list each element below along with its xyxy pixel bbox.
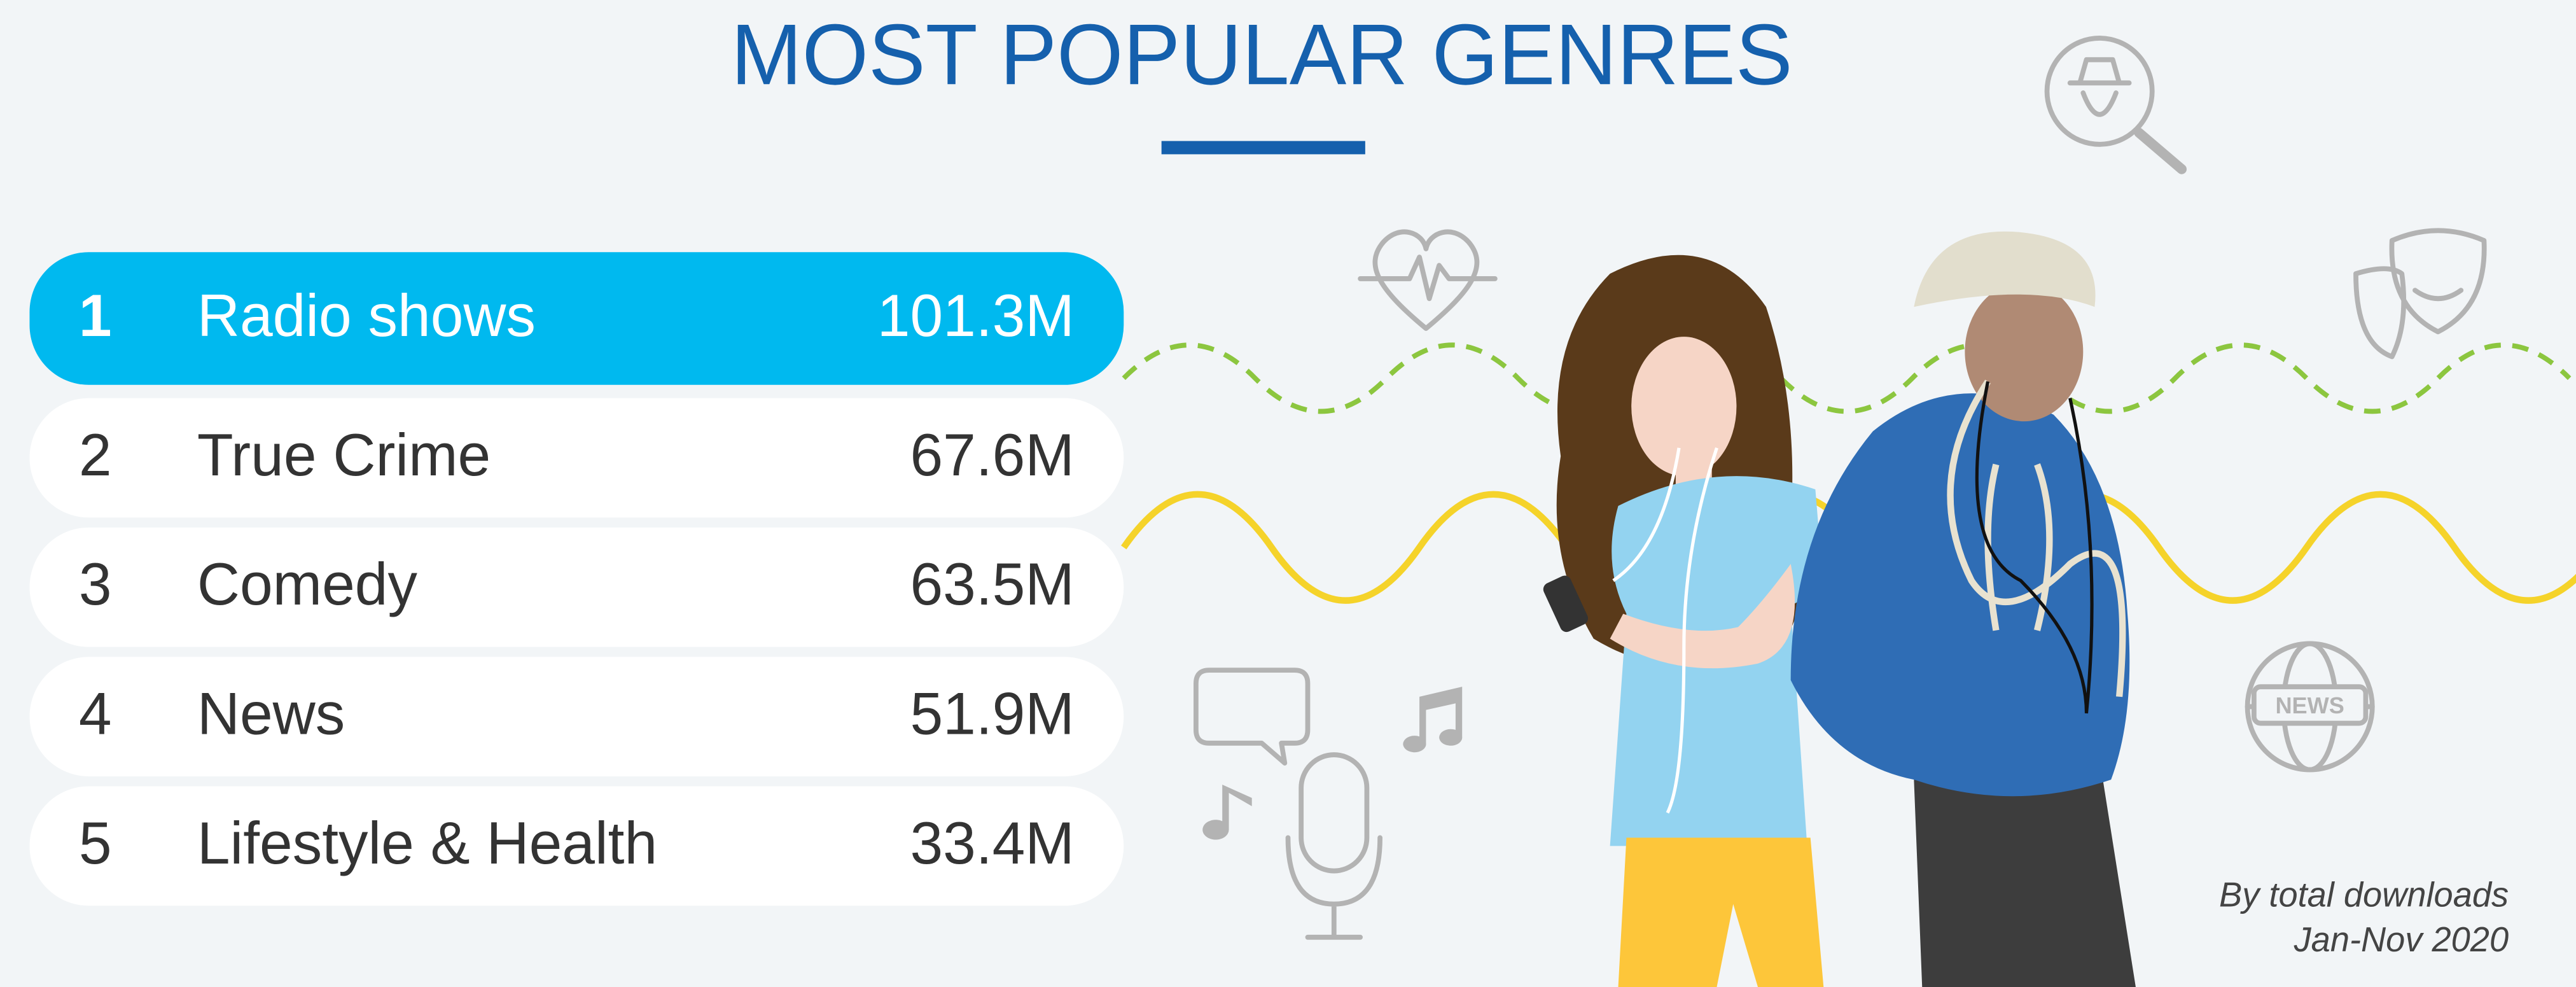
music-notes-icon: [1202, 687, 1463, 840]
footnote: By total downloads: [2219, 875, 2509, 914]
heart-icon: [1358, 229, 1498, 332]
row-background: [29, 398, 1124, 518]
microphone-icon: [1285, 752, 1382, 940]
title-underline: [1161, 141, 1365, 155]
downloads: 63.5M: [910, 550, 1074, 617]
genre: True Crime: [197, 421, 491, 487]
man-illustration: [1790, 231, 2136, 987]
genre-list: 1 Radio shows 101.3M 2 True Crime 67.6M 3 Comed…: [29, 252, 1124, 906]
title: MOST POPULAR GENRES: [731, 6, 1793, 103]
downloads: 33.4M: [910, 809, 1074, 876]
rank: 3: [79, 550, 112, 617]
rank: 4: [79, 680, 112, 746]
row-background: [29, 252, 1124, 385]
genre: Comedy: [197, 550, 417, 617]
detective-icon: [2044, 36, 2187, 174]
masks-icon: [2353, 228, 2487, 360]
downloads: 51.9M: [910, 680, 1074, 746]
svg-text:NEWS: NEWS: [2275, 692, 2344, 718]
row-background: [29, 657, 1124, 776]
downloads: 67.6M: [910, 421, 1074, 487]
speech-bubble-icon: [1194, 668, 1311, 766]
wave-dashed: [1122, 342, 2572, 414]
genre: Lifestyle & Health: [197, 809, 657, 876]
news-icon: NEWS: [2245, 641, 2375, 773]
rank: 1: [79, 281, 112, 348]
footnote: Jan-Nov 2020: [2294, 920, 2509, 959]
genre: Radio shows: [197, 281, 536, 348]
woman-illustration: [1543, 255, 1824, 987]
genre: News: [197, 680, 345, 746]
rank: 5: [79, 809, 112, 876]
downloads: 101.3M: [877, 281, 1075, 348]
rank: 2: [79, 421, 112, 487]
row-background: [29, 786, 1124, 906]
row-background: [29, 527, 1124, 647]
